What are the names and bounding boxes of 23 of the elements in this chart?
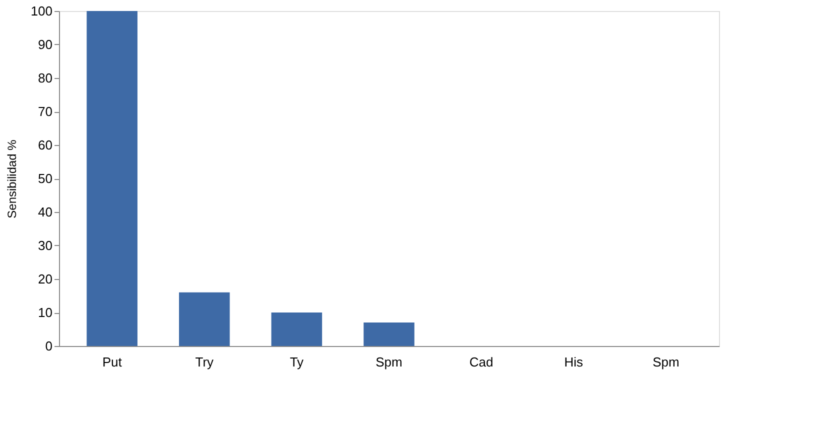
- x-tick-label: Try: [195, 354, 214, 370]
- bar: [86, 11, 138, 346]
- y-axis-title: Sensibilidad %: [4, 139, 19, 218]
- y-tick-label: 60: [38, 138, 52, 152]
- y-tick-label: 40: [38, 204, 52, 220]
- y-tick-label: 50: [38, 171, 52, 186]
- x-tick-label: Spm: [652, 354, 680, 370]
- x-tick-label: Cad: [469, 354, 494, 370]
- y-tick-label: 90: [38, 37, 52, 52]
- y-tick-label: 100: [30, 4, 52, 18]
- x-tick-label: His: [564, 354, 584, 370]
- x-tick-label: Ty: [290, 354, 304, 370]
- x-tick-label: Put: [102, 354, 122, 370]
- y-tick-label: 30: [38, 238, 52, 253]
- bar: [179, 292, 230, 346]
- bar: [271, 312, 322, 346]
- x-tick-label: Spm: [376, 354, 402, 370]
- bar: [364, 322, 414, 346]
- y-tick-label: 10: [38, 305, 52, 320]
- y-tick-label: 20: [38, 272, 52, 286]
- y-tick-label: 70: [38, 104, 52, 119]
- y-tick-label: 0: [45, 338, 52, 354]
- y-tick-label: 80: [38, 70, 52, 86]
